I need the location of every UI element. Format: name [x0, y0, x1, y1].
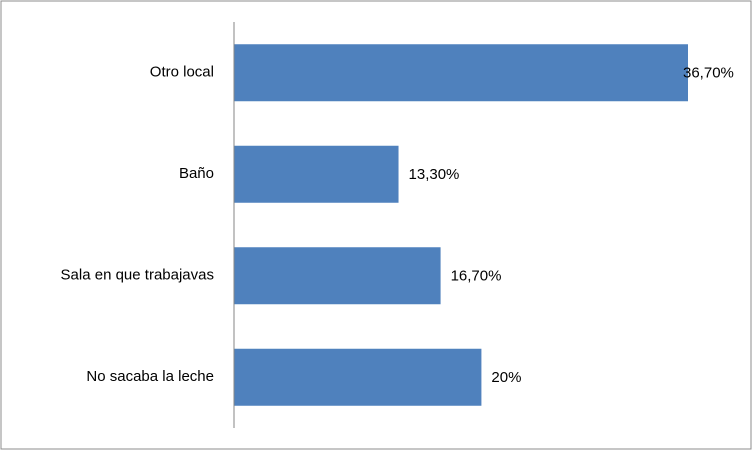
bar [234, 348, 482, 406]
y-tick-label: Baño [179, 165, 214, 182]
y-tick-label: Sala en que trabajavas [61, 267, 214, 284]
bar [234, 145, 399, 203]
value-label: 20% [491, 369, 521, 386]
bar [234, 247, 441, 305]
y-tick-label: Otro local [150, 64, 214, 81]
value-label: 13,30% [409, 166, 460, 183]
value-label: 16,70% [451, 268, 502, 285]
value-label: 36,70% [683, 65, 734, 82]
y-tick-label: No sacaba la leche [86, 368, 214, 385]
bar [234, 44, 688, 102]
